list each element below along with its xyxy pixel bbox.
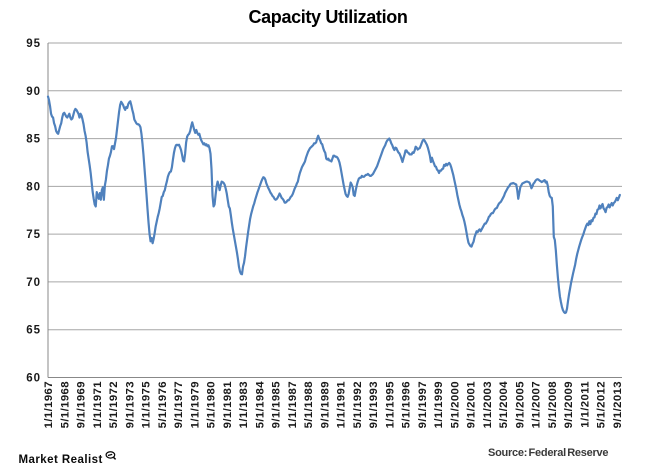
svg-text:1/1/1967: 1/1/1967: [43, 381, 55, 428]
svg-text:1/1/2007: 1/1/2007: [531, 381, 543, 428]
svg-text:65: 65: [26, 325, 41, 337]
svg-text:5/1/1984: 5/1/1984: [254, 381, 266, 429]
svg-text:5/1/1988: 5/1/1988: [303, 381, 315, 428]
svg-text:1/1/1979: 1/1/1979: [189, 381, 201, 428]
svg-text:75: 75: [26, 229, 41, 241]
svg-text:9/1/2013: 9/1/2013: [612, 381, 624, 428]
svg-text:80: 80: [26, 181, 41, 193]
svg-text:60: 60: [26, 373, 41, 385]
svg-text:1/1/1995: 1/1/1995: [384, 381, 396, 429]
svg-text:1/1/1975: 1/1/1975: [141, 381, 153, 429]
svg-text:9/1/1977: 9/1/1977: [173, 381, 185, 428]
svg-text:5/1/1996: 5/1/1996: [401, 381, 413, 428]
svg-text:1/1/2011: 1/1/2011: [579, 381, 591, 428]
svg-text:1/1/1971: 1/1/1971: [92, 381, 104, 429]
svg-text:9/1/1993: 9/1/1993: [368, 381, 380, 428]
svg-text:5/1/1980: 5/1/1980: [206, 381, 218, 428]
svg-text:1/1/1987: 1/1/1987: [287, 381, 299, 428]
svg-text:5/1/1972: 5/1/1972: [108, 381, 120, 428]
svg-text:70: 70: [26, 277, 41, 289]
svg-text:Market Realist: Market Realist: [19, 454, 103, 466]
svg-text:5/1/2008: 5/1/2008: [547, 381, 559, 428]
svg-text:1/1/1983: 1/1/1983: [238, 381, 250, 428]
svg-text:9/1/2009: 9/1/2009: [563, 381, 575, 428]
svg-text:9/1/1973: 9/1/1973: [124, 381, 136, 428]
svg-text:Source: Federal Reserve: Source: Federal Reserve: [488, 447, 608, 459]
svg-text:1/1/1999: 1/1/1999: [433, 381, 445, 428]
svg-text:5/1/1968: 5/1/1968: [59, 381, 71, 428]
svg-text:9/1/2005: 9/1/2005: [514, 381, 526, 429]
svg-text:1/1/1991: 1/1/1991: [336, 381, 348, 429]
svg-text:5/1/1992: 5/1/1992: [352, 381, 364, 428]
svg-text:85: 85: [26, 134, 41, 146]
svg-text:9/1/1981: 9/1/1981: [222, 381, 234, 429]
svg-text:1/1/2003: 1/1/2003: [482, 381, 494, 428]
svg-text:9/1/2001: 9/1/2001: [466, 381, 478, 429]
svg-text:9/1/1989: 9/1/1989: [319, 381, 331, 428]
svg-text:5/1/1976: 5/1/1976: [157, 381, 169, 428]
svg-text:9/1/1997: 9/1/1997: [417, 381, 429, 428]
svg-text:9/1/1969: 9/1/1969: [76, 381, 88, 428]
svg-text:95: 95: [26, 38, 41, 50]
svg-text:5/1/2000: 5/1/2000: [449, 381, 461, 428]
svg-text:5/1/2004: 5/1/2004: [498, 381, 510, 429]
svg-text:Capacity Utilization: Capacity Utilization: [248, 7, 407, 27]
svg-text:90: 90: [26, 86, 41, 98]
svg-text:5/1/2012: 5/1/2012: [596, 381, 608, 428]
svg-text:9/1/1985: 9/1/1985: [271, 381, 283, 429]
